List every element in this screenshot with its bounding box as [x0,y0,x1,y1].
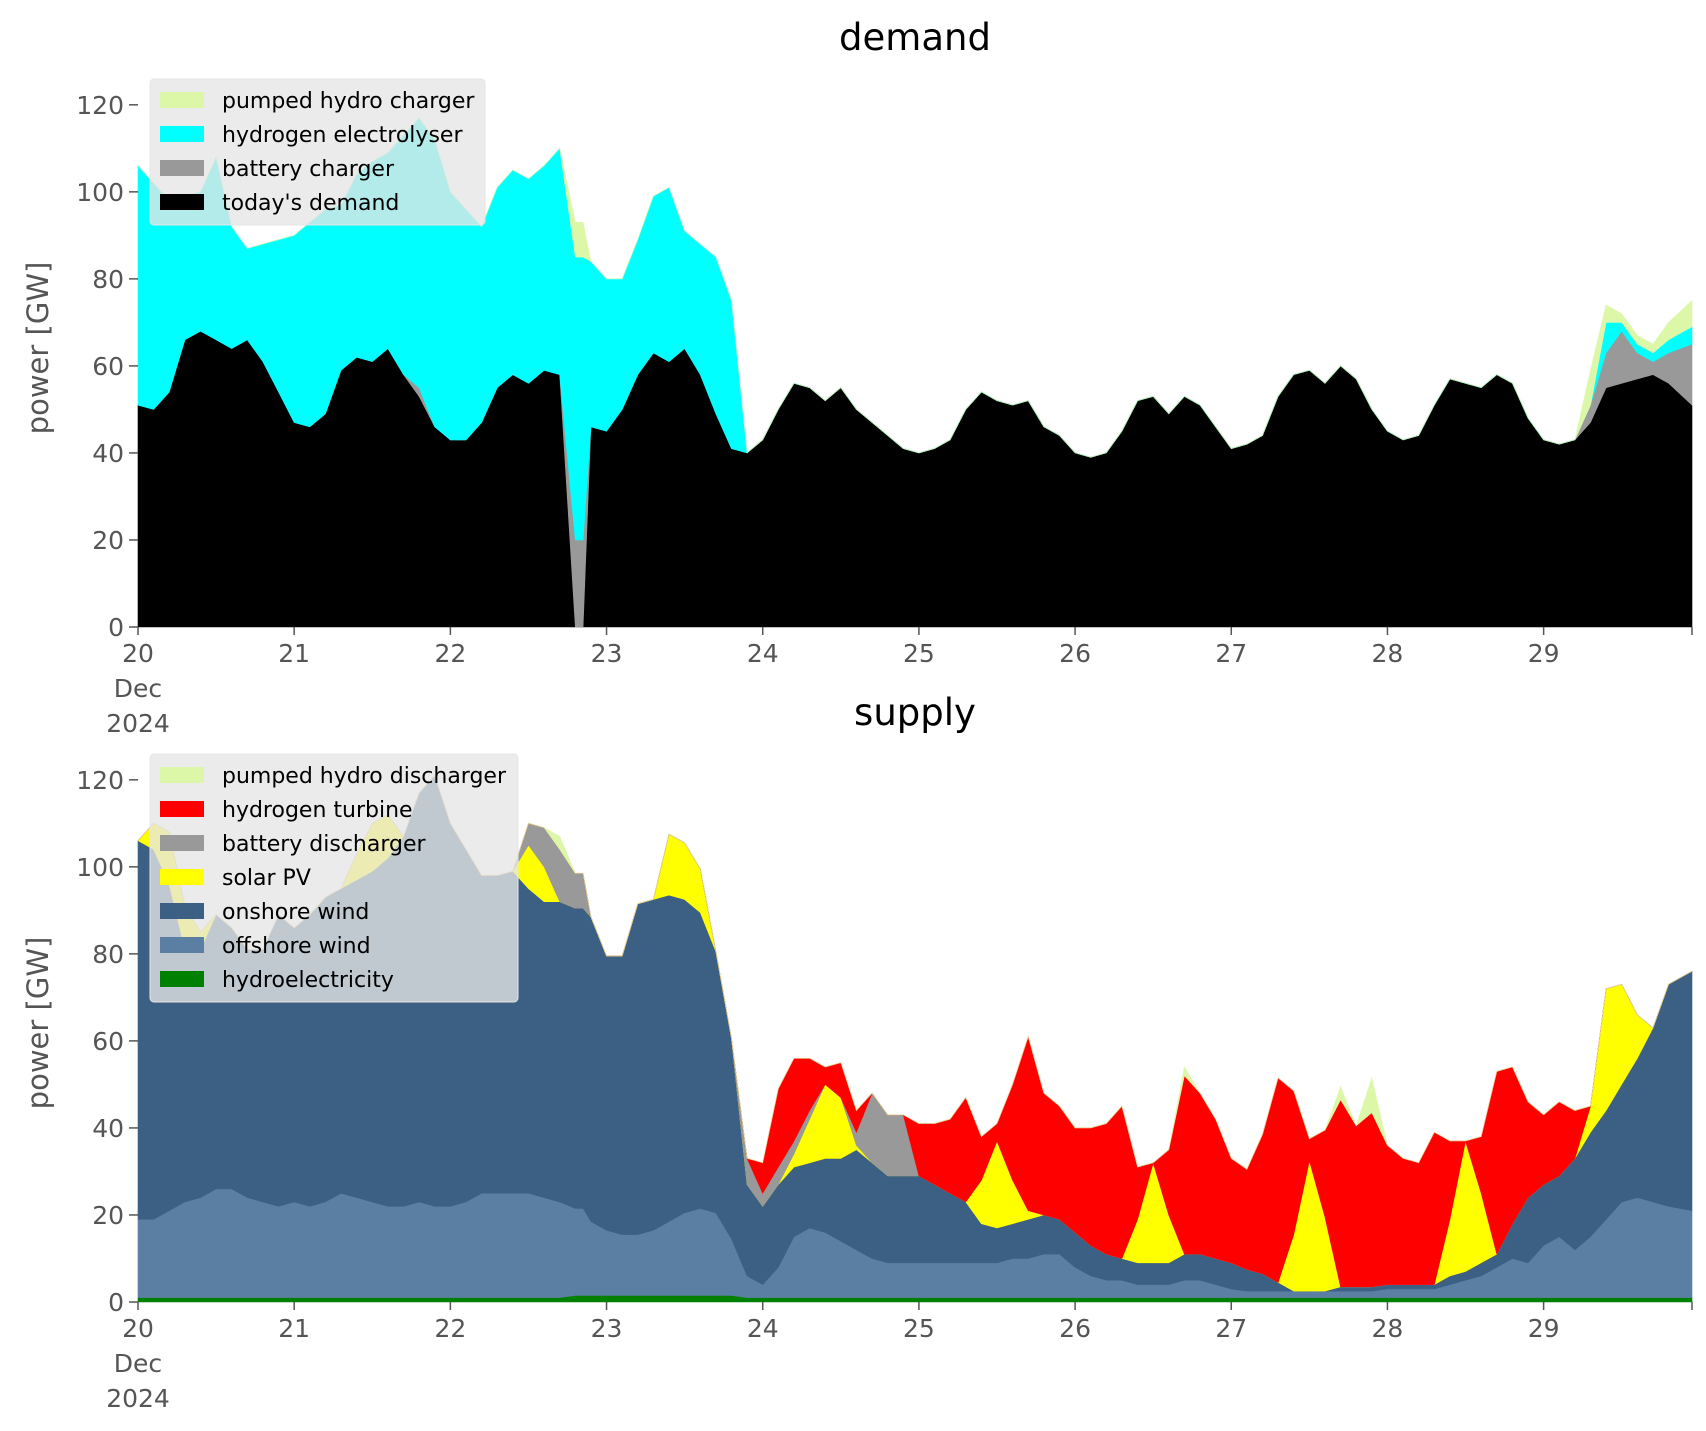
supply-y-tick-label: 40 [92,1114,124,1143]
supply-chart: supply power [GW] 02040608010012020Dec20… [21,691,1693,1413]
demand-y-axis-label: power [GW] [21,262,55,435]
supply-x-tick-label: 27 [1215,1314,1247,1343]
supply-area-layers [137,774,1693,1303]
supply-legend-swatch-offshore-wind [160,937,204,953]
supply-y-tick-label: 120 [76,766,124,795]
demand-x-tick-label: 26 [1059,639,1091,668]
supply-chart-title: supply [854,691,976,734]
supply-x-tick-label: 21 [278,1314,310,1343]
supply-legend-label-offshore-wind: offshore wind [222,934,371,959]
demand-chart: demand power [GW] 02040608010012020Dec20… [21,16,1693,738]
demand-y-tick-label: 100 [76,178,124,207]
demand-legend: pumped hydro charger hydrogen electrolyse… [149,78,486,226]
supply-y-tick-label: 20 [92,1201,124,1230]
demand-legend-swatch-battery-charger [160,160,204,176]
demand-legend-swatch-today-s-demand [160,194,204,210]
demand-x-tick-label: 25 [903,639,935,668]
demand-x-tick-label: 22 [434,639,466,668]
supply-y-axis-label: power [GW] [21,937,55,1110]
supply-x-tick-label: 25 [903,1314,935,1343]
supply-legend-label-battery-discharger: battery discharger [222,832,427,857]
supply-legend-box [149,753,519,1003]
demand-legend-label-battery-charger: battery charger [222,157,395,182]
demand-legend-label-today-s-demand: today's demand [222,191,399,216]
supply-area-pumped-hydro-discharger [137,774,1693,1170]
supply-legend-label-hydrogen-turbine: hydrogen turbine [222,798,413,823]
supply-x-tick-label: 26 [1059,1314,1091,1343]
demand-chart-title: demand [839,16,991,59]
demand-x-tick-label: 29 [1528,639,1560,668]
supply-y-tick-label: 60 [92,1027,124,1056]
demand-legend-label-hydrogen-electrolyser: hydrogen electrolyser [222,123,463,148]
supply-x-tick-sublabel: Dec [114,1349,162,1378]
supply-legend-label-solar-pv: solar PV [222,866,311,891]
demand-x-tick-sublabel: 2024 [106,709,170,738]
supply-legend-swatch-battery-discharger [160,835,204,851]
demand-y-tick-label: 40 [92,439,124,468]
supply-y-tick-label: 0 [108,1288,124,1317]
supply-legend-swatch-onshore-wind [160,903,204,919]
supply-legend-label-pumped-hydro-discharger: pumped hydro discharger [222,764,507,789]
demand-legend-label-pumped-hydro-charger: pumped hydro charger [222,89,475,114]
demand-y-tick-label: 20 [92,526,124,555]
supply-legend-label-hydroelectricity: hydroelectricity [222,968,394,993]
demand-legend-swatch-hydrogen-electrolyser [160,126,204,142]
demand-x-tick-label: 23 [591,639,623,668]
supply-legend-swatch-hydroelectricity [160,971,204,987]
supply-x-tick-label: 29 [1528,1314,1560,1343]
supply-legend-swatch-pumped-hydro-discharger [160,767,204,783]
supply-x-tick-label: 28 [1372,1314,1404,1343]
supply-x-tick-label: 23 [591,1314,623,1343]
supply-legend-swatch-solar-pv [160,869,204,885]
demand-area-pumped-hydro-charger [137,117,1693,458]
demand-x-tick-sublabel: Dec [114,674,162,703]
demand-legend-box [149,78,486,226]
demand-x-tick-label: 28 [1372,639,1404,668]
supply-x-tick-label: 20 [122,1314,154,1343]
demand-x-tick-label: 21 [278,639,310,668]
supply-legend-label-onshore-wind: onshore wind [222,900,369,925]
demand-x-tick-label: 20 [122,639,154,668]
demand-y-tick-label: 60 [92,352,124,381]
supply-legend-swatch-hydrogen-turbine [160,801,204,817]
demand-y-tick-label: 80 [92,265,124,294]
supply-legend: pumped hydro discharger hydrogen turbine b… [149,753,519,1003]
demand-y-tick-label: 0 [108,613,124,642]
demand-x-tick-label: 27 [1215,639,1247,668]
demand-x-tick-label: 24 [747,639,779,668]
supply-x-tick-label: 24 [747,1314,779,1343]
supply-x-tick-label: 22 [434,1314,466,1343]
demand-y-tick-label: 120 [76,91,124,120]
supply-x-tick-sublabel: 2024 [106,1384,170,1413]
supply-y-tick-label: 100 [76,853,124,882]
supply-y-tick-label: 80 [92,940,124,969]
demand-legend-swatch-pumped-hydro-charger [160,92,204,108]
